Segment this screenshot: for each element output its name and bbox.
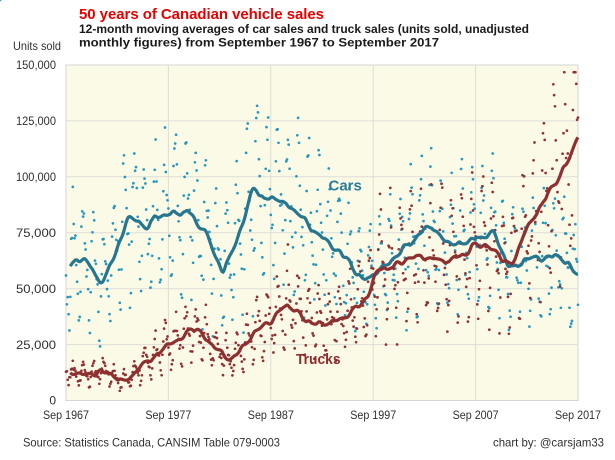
svg-text:Sep 2017: Sep 2017 <box>555 408 601 422</box>
svg-text:50 years of Canadian vehicle s: 50 years of Canadian vehicle sales <box>79 6 324 23</box>
svg-text:25,000: 25,000 <box>16 338 56 352</box>
svg-text:Sep 1967: Sep 1967 <box>43 408 89 422</box>
svg-text:50,000: 50,000 <box>16 282 56 296</box>
svg-text:Units sold: Units sold <box>13 39 61 53</box>
svg-text:100,000: 100,000 <box>16 170 56 184</box>
svg-text:Sep 1977: Sep 1977 <box>145 408 191 422</box>
svg-text:Sep 2007: Sep 2007 <box>453 408 499 422</box>
svg-text:12-month moving averages of ca: 12-month moving averages of car sales an… <box>79 22 529 36</box>
svg-text:Sep 1997: Sep 1997 <box>350 408 396 422</box>
svg-text:monthly figures) from Septembe: monthly figures) from September 1967 to … <box>79 36 439 50</box>
svg-text:Trucks: Trucks <box>296 351 341 368</box>
svg-text:Cars: Cars <box>329 178 362 195</box>
svg-text:chart by: @carsjam33: chart by: @carsjam33 <box>493 436 604 450</box>
svg-text:0: 0 <box>49 394 56 408</box>
svg-text:Sep 1987: Sep 1987 <box>248 408 294 422</box>
svg-text:150,000: 150,000 <box>16 58 56 72</box>
svg-text:Source: Statistics Canada, CAN: Source: Statistics Canada, CANSIM Table … <box>23 436 280 450</box>
svg-text:125,000: 125,000 <box>16 114 56 128</box>
svg-text:75,000: 75,000 <box>16 226 56 240</box>
